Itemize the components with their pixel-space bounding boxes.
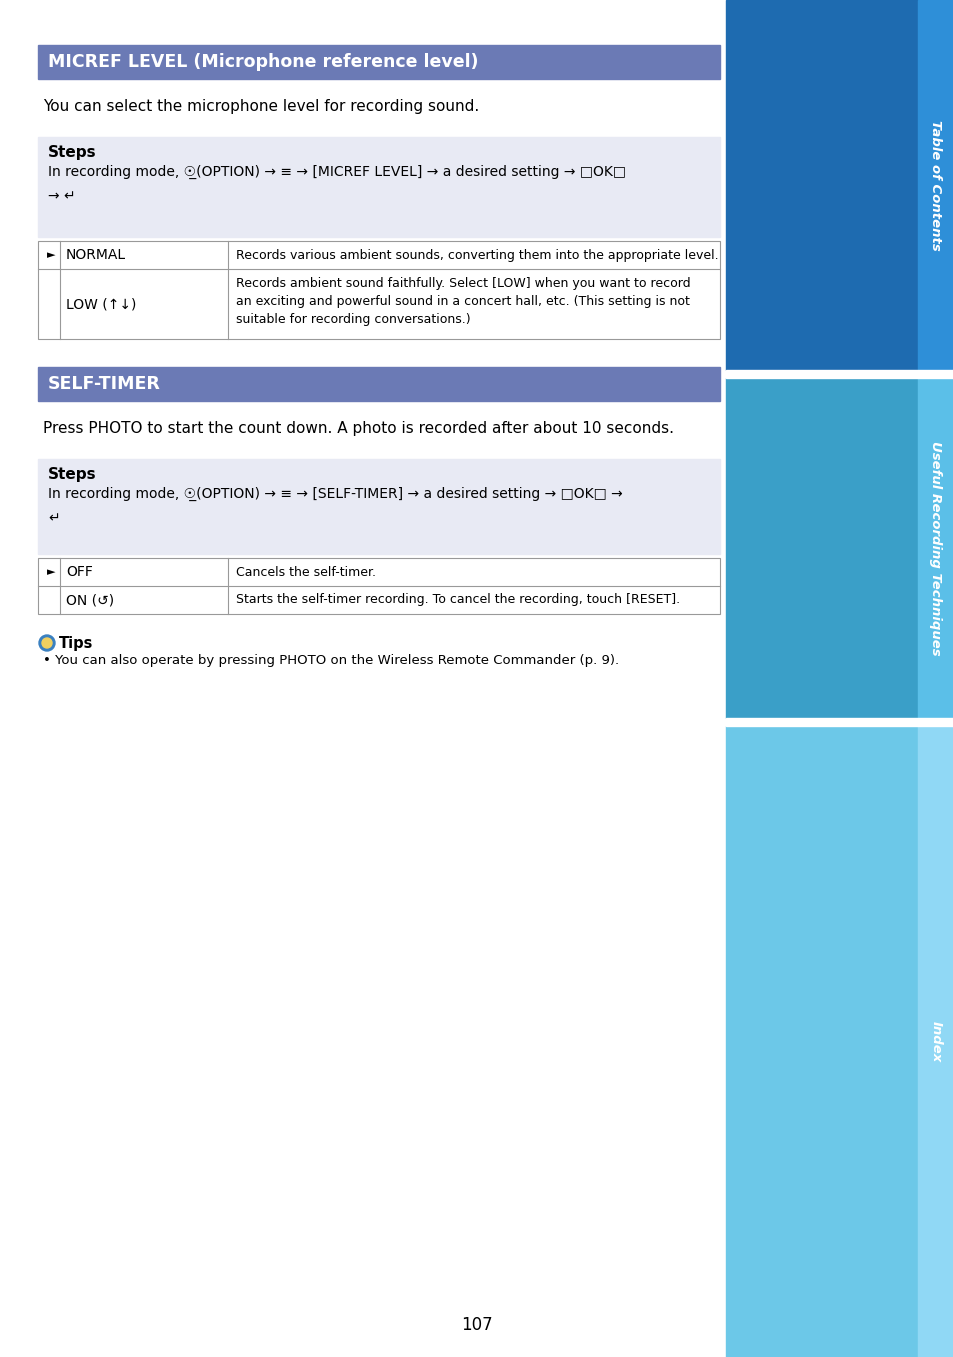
Text: Steps: Steps <box>48 145 96 160</box>
Text: Records various ambient sounds, converting them into the appropriate level.: Records various ambient sounds, converti… <box>235 248 718 262</box>
Text: In recording mode, ☉̲(OPTION) → ≡ → [SELF-TIMER] → a desired setting → □OK□ →: In recording mode, ☉̲(OPTION) → ≡ → [SEL… <box>48 487 622 501</box>
Text: SELF-TIMER: SELF-TIMER <box>48 375 161 394</box>
Bar <box>38 269 720 339</box>
Text: Records ambient sound faithfully. Select [LOW] when you want to record
an exciti: Records ambient sound faithfully. Select… <box>235 277 690 326</box>
Text: Useful Recording Techniques: Useful Recording Techniques <box>928 441 942 655</box>
Bar <box>725 0 953 370</box>
Text: → ↵: → ↵ <box>48 189 75 204</box>
Text: NORMAL: NORMAL <box>66 248 126 262</box>
Text: Table of Contents: Table of Contents <box>928 119 942 251</box>
Text: Steps: Steps <box>48 467 96 482</box>
Text: You can select the microphone level for recording sound.: You can select the microphone level for … <box>43 99 478 114</box>
Bar <box>38 242 720 339</box>
Bar <box>725 370 953 379</box>
Bar <box>38 242 720 269</box>
Text: • You can also operate by pressing PHOTO on the Wireless Remote Commander (p. 9): • You can also operate by pressing PHOTO… <box>43 654 618 668</box>
Bar <box>38 558 720 613</box>
Bar <box>917 0 953 370</box>
Text: ►: ► <box>47 567 55 577</box>
Bar <box>725 718 953 726</box>
Text: ►: ► <box>47 250 55 261</box>
Text: MICREF LEVEL (Microphone reference level): MICREF LEVEL (Microphone reference level… <box>48 53 478 71</box>
Text: Press PHOTO to start the count down. A photo is recorded after about 10 seconds.: Press PHOTO to start the count down. A p… <box>43 421 673 436</box>
Bar <box>38 137 720 237</box>
Text: In recording mode, ☉̲(OPTION) → ≡ → [MICREF LEVEL] → a desired setting → □OK□: In recording mode, ☉̲(OPTION) → ≡ → [MIC… <box>48 166 625 179</box>
Circle shape <box>39 635 55 651</box>
Text: Starts the self-timer recording. To cancel the recording, touch [RESET].: Starts the self-timer recording. To canc… <box>235 593 679 607</box>
Bar <box>38 586 720 613</box>
Bar <box>38 366 720 402</box>
Circle shape <box>42 638 52 649</box>
Text: Index: Index <box>928 1020 942 1063</box>
Bar <box>38 45 720 79</box>
Text: 107: 107 <box>460 1316 493 1334</box>
Text: LOW (↑↓): LOW (↑↓) <box>66 297 136 311</box>
Bar <box>917 726 953 1357</box>
Text: Tips: Tips <box>59 636 93 651</box>
Bar <box>38 459 720 554</box>
Text: OFF: OFF <box>66 565 92 579</box>
Bar <box>725 726 953 1357</box>
Text: ↵: ↵ <box>48 512 59 525</box>
Text: Cancels the self-timer.: Cancels the self-timer. <box>235 566 375 578</box>
Bar <box>917 379 953 718</box>
Text: ON (↺): ON (↺) <box>66 593 114 607</box>
Bar <box>725 379 953 718</box>
Bar <box>38 558 720 586</box>
